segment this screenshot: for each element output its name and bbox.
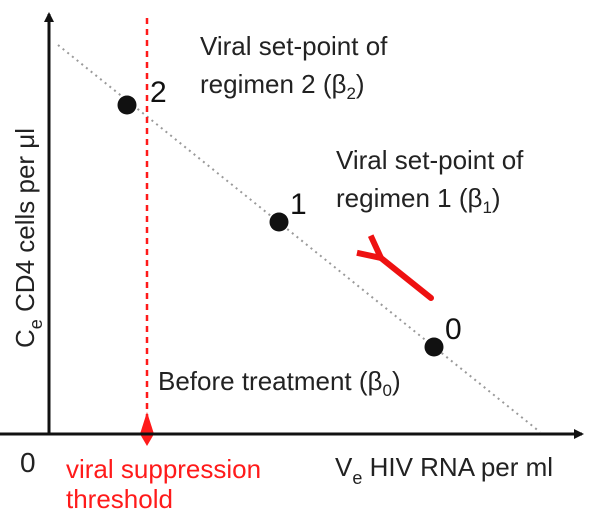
regimen1-text: regimen 1 (β [336, 183, 482, 213]
point-1 [269, 212, 289, 232]
threshold-label-line1: viral suppression [66, 454, 261, 484]
x-axis-label-rest: HIV RNA per ml [362, 452, 553, 482]
point-0 [424, 337, 444, 357]
point-label-2: 2 [150, 76, 167, 109]
x-axis-label: Ve HIV RNA per ml [335, 452, 553, 488]
x-axis-label-main: V [335, 452, 353, 482]
regimen2-close: ) [356, 69, 365, 99]
before-treatment-annotation: Before treatment (β0) [158, 366, 401, 400]
regimen2-annotation-line2: regimen 2 (β2) [200, 69, 365, 103]
direction-arrow [381, 258, 434, 301]
point-label-0: 0 [445, 313, 462, 346]
trend-line [57, 44, 541, 433]
before-text: Before treatment (β [158, 366, 383, 396]
before-close: ) [392, 366, 401, 396]
regimen1-annotation-line2: regimen 1 (β1) [336, 183, 501, 217]
y-axis-label-main: C [10, 329, 40, 348]
y-axis-label-rest: CD4 cells per μl [10, 128, 40, 319]
x-axis-label-sub: e [352, 468, 362, 488]
regimen2-text: regimen 2 (β [200, 69, 346, 99]
point-label-1: 1 [290, 188, 307, 221]
origin-label: 0 [20, 447, 36, 478]
regimen2-annotation-line1: Viral set-point of [200, 31, 388, 61]
regimen1-annotation-line1: Viral set-point of [336, 145, 524, 175]
regimen1-close: ) [492, 183, 501, 213]
before-sub: 0 [383, 381, 392, 400]
y-axis-label: Ce CD4 cells per μl [10, 128, 46, 348]
threshold-marker [140, 412, 154, 446]
regimen2-sub: 2 [346, 84, 355, 103]
y-axis-label-sub: e [26, 319, 46, 329]
point-2 [117, 95, 137, 115]
threshold-label-line2: threshold [66, 484, 173, 514]
regimen1-sub: 1 [482, 198, 491, 217]
